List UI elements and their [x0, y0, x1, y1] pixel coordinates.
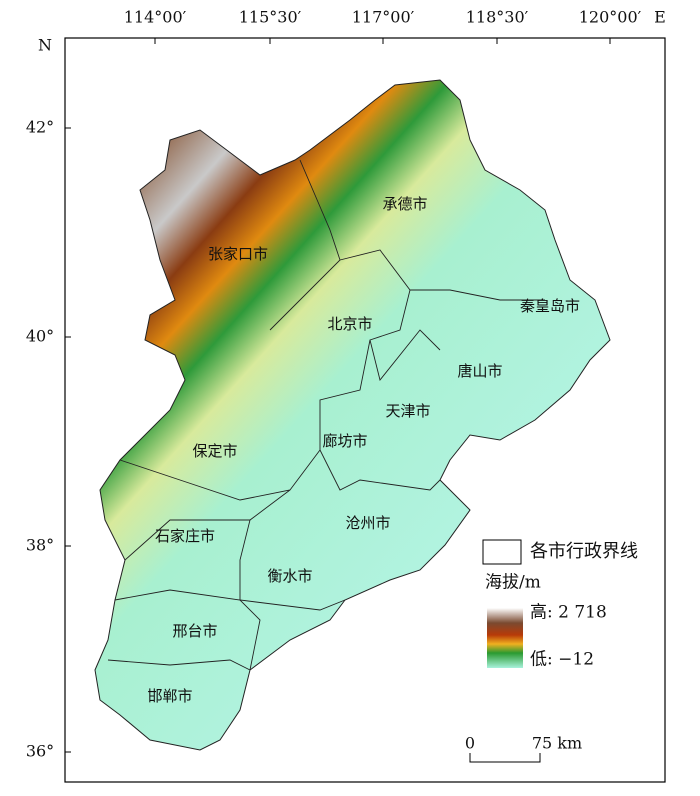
boundary: [319, 339, 441, 491]
longitude-label: 120°00′: [579, 8, 642, 27]
boundary: [124, 489, 291, 561]
boundaries: [107, 159, 545, 671]
boundary: [339, 249, 545, 301]
boundary: [107, 659, 251, 671]
map-frame: [64, 37, 666, 783]
city-label: 秦皇岛市: [520, 297, 580, 315]
boundary-legend-box: [482, 539, 522, 565]
boundary: [119, 449, 321, 501]
elevation-legend-bar: [487, 608, 523, 668]
latitude-label: 36°: [26, 742, 54, 761]
region: [94, 79, 611, 751]
longitude-label: 118°30′: [466, 8, 529, 27]
boundary: [369, 289, 441, 381]
city-label: 承德市: [382, 195, 427, 213]
city-label: 天津市: [385, 402, 430, 420]
scale-zero: 0: [465, 734, 475, 753]
latitude-label: 42°: [26, 118, 54, 137]
longitude-label: 114°00′: [124, 8, 187, 27]
longitude-label: 117°00′: [352, 8, 415, 27]
legend-title: 海拔/m: [485, 573, 541, 593]
east-label: E: [654, 8, 666, 27]
city-label: 邢台市: [172, 622, 217, 640]
city-label: 保定市: [192, 442, 237, 460]
city-label: 衡水市: [267, 567, 312, 585]
legend-boundary: 各市行政界线: [530, 541, 638, 562]
city-label: 沧州市: [345, 514, 390, 532]
scale-bar: [469, 753, 541, 763]
city-label: 石家庄市: [155, 527, 215, 545]
latitude-label: 40°: [26, 327, 54, 346]
longitude-label: 115°30′: [239, 8, 302, 27]
north-label: N: [38, 36, 52, 55]
city-label: 张家口市: [208, 245, 268, 263]
legend-high: 高: 2 718: [530, 603, 607, 623]
city-label: 北京市: [327, 315, 372, 333]
boundary: [239, 519, 346, 611]
scale-distance: 75 km: [532, 734, 582, 753]
city-label: 邯郸市: [147, 687, 192, 705]
city-label: 廊坊市: [322, 432, 367, 450]
latitude-label: 38°: [26, 536, 54, 555]
city-label: 唐山市: [457, 362, 502, 380]
legend-low: 低: −12: [530, 650, 594, 670]
